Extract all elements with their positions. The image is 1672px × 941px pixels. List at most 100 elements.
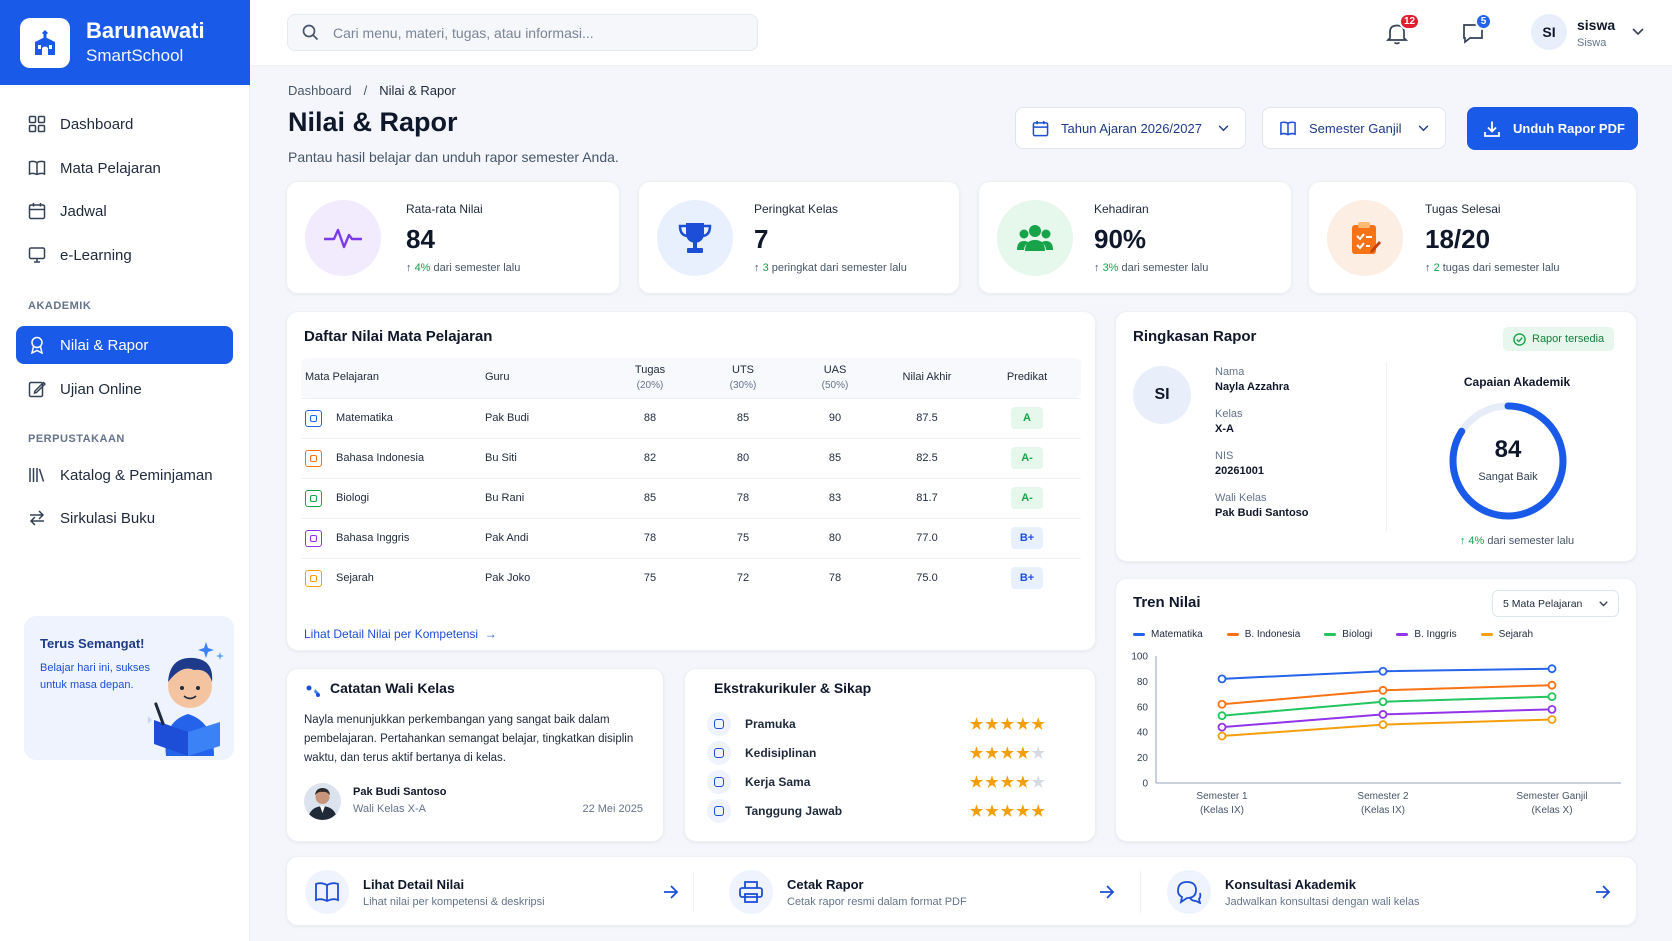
predikat-badge: A	[1011, 407, 1043, 429]
score-tugas: 75	[603, 557, 697, 598]
legend-item: Sejarah	[1480, 629, 1533, 640]
subject-name: Sejarah	[336, 572, 374, 585]
data-point	[1547, 692, 1557, 702]
semester-select[interactable]: Semester Ganjil	[1262, 107, 1446, 149]
stat-change: 3%	[1102, 262, 1119, 274]
subject-icon	[305, 449, 322, 467]
note-text: Nayla menunjukkan perkembangan yang sang…	[304, 714, 634, 764]
data-point	[1378, 697, 1388, 707]
trophy-icon	[657, 200, 733, 276]
th-final: Nilai Akhir	[902, 371, 952, 384]
calendar-icon	[1032, 120, 1049, 136]
action-title: Lihat Detail Nilai	[363, 876, 465, 892]
team-icon	[707, 770, 731, 794]
note-card: Catatan Wali Kelas Nayla menunjukkan per…	[286, 668, 664, 842]
quick-actions-bar: Lihat Detail Nilai Lihat nilai per kompet…	[286, 856, 1637, 926]
download-icon	[1484, 121, 1500, 137]
chevron-down-icon	[1418, 124, 1429, 131]
year-select[interactable]: Tahun Ajaran 2026/2027	[1015, 107, 1246, 149]
student-illustration-icon	[148, 642, 224, 756]
note-date: 22 Mei 2025	[582, 803, 643, 815]
award-icon	[30, 336, 44, 354]
action-cetak-rapor[interactable]: Cetak Rapor Cetak rapor resmi dalam forma…	[729, 857, 1149, 927]
user-avatar[interactable]: SI	[1531, 14, 1567, 50]
stat-note: ↑ 4% dari semester lalu	[406, 262, 521, 274]
subject-name: Bahasa Inggris	[336, 532, 410, 544]
semester-select-label: Semester Ganjil	[1309, 120, 1402, 136]
data-point	[1217, 731, 1227, 741]
sidebar-item-ujian-online[interactable]: Ujian Online	[16, 370, 233, 408]
brand-sub: SmartSchool	[86, 45, 184, 65]
book-icon	[1280, 120, 1296, 135]
teacher-name: Pak Joko	[485, 557, 603, 598]
check-badge-icon	[707, 799, 731, 823]
stat-note: ↑ 3 peringkat dari semester lalu	[754, 262, 907, 274]
wali-label: Wali Kelas	[1215, 492, 1267, 504]
teacher-name: Pak Andi	[485, 517, 603, 558]
action-lihat-detail[interactable]: Lihat Detail Nilai Lihat nilai per kompet…	[305, 857, 945, 927]
sidebar-item-sirkulasi[interactable]: Sirkulasi Buku	[16, 499, 233, 537]
sidebar-item-e-learning[interactable]: e-Learning	[16, 236, 233, 274]
breadcrumb: Dashboard / Nilai & Rapor	[288, 83, 456, 98]
calendar-icon	[28, 203, 46, 220]
stat-note-text: dari semester lalu	[1121, 262, 1209, 274]
shield-icon	[707, 741, 731, 765]
promo-title: Terus Semangat!	[40, 636, 145, 651]
name-label: Nama	[1215, 366, 1245, 378]
user-name[interactable]: siswa	[1577, 17, 1616, 33]
sidebar-item-nilai-rapor[interactable]: Nilai & Rapor	[16, 326, 233, 364]
score-final: 77.0	[881, 517, 973, 558]
y-tick-label: 100	[1131, 652, 1148, 663]
notification-button[interactable]	[1382, 18, 1412, 48]
grades-detail-link[interactable]: Lihat Detail Nilai per Kompetensi →	[304, 627, 497, 641]
brand-header[interactable]: Barunawati SmartSchool	[0, 0, 250, 85]
data-point	[1378, 710, 1388, 719]
note-author: Pak Budi Santoso	[353, 786, 447, 798]
edit-icon	[28, 381, 46, 398]
sidebar-item-dashboard[interactable]: Dashboard	[16, 105, 233, 143]
sidebar-item-katalog[interactable]: Katalog & Peminjaman	[16, 456, 233, 494]
breadcrumb-dashboard[interactable]: Dashboard	[288, 83, 352, 98]
sidebar-item-mata-pelajaran[interactable]: Mata Pelajaran	[16, 149, 233, 187]
stat-note: ↑ 3% dari semester lalu	[1094, 262, 1209, 274]
badge-label: Rapor tersedia	[1532, 333, 1605, 345]
th-uas: UAS (50%)	[821, 363, 849, 391]
score-tugas: 88	[603, 397, 697, 438]
teacher-name: Bu Siti	[485, 437, 603, 478]
rating-stars: ★★★★★	[969, 716, 1047, 733]
sidebar-item-label: e-Learning	[60, 246, 132, 264]
section-perpustakaan: PERPUSTAKAAN	[28, 433, 125, 445]
check-circle-icon	[1513, 332, 1526, 346]
extra-title: Ekstrakurikuler & Sikap	[714, 680, 872, 696]
achievement-ring	[1449, 402, 1567, 520]
stat-change: 3	[762, 262, 769, 274]
table-row: Bahasa Inggris Pak Andi 78 75 80 77.0 B+	[301, 517, 1081, 558]
action-desc: Lihat nilai per kompetensi & deskripsi	[363, 895, 545, 908]
promo-card: Terus Semangat! Belajar hari ini, sukses…	[24, 616, 234, 760]
stat-card-peringkat: Peringkat Kelas 7 ↑ 3 peringkat dari sem…	[638, 181, 960, 294]
search-bar[interactable]	[287, 14, 758, 51]
score-uas: 78	[789, 557, 881, 598]
sidebar-item-jadwal[interactable]: Jadwal	[16, 192, 233, 230]
predikat-badge: A-	[1011, 487, 1043, 509]
trend-title: Tren Nilai	[1133, 594, 1201, 611]
trend-filter-select[interactable]: 5 Mata Pelajaran	[1492, 590, 1619, 617]
x-tick-label: Semester 2	[1357, 791, 1409, 802]
download-rapor-button[interactable]: Unduh Rapor PDF	[1467, 107, 1638, 150]
teacher-name: Pak Budi	[485, 397, 603, 438]
legend-item: B. Inggris	[1396, 629, 1457, 640]
action-konsultasi[interactable]: Konsultasi Akademik Jadwalkan konsultasi …	[1167, 857, 1617, 927]
th-teacher: Guru	[485, 371, 510, 384]
subject-icon	[305, 529, 322, 547]
action-desc: Cetak rapor resmi dalam format PDF	[787, 895, 967, 908]
extra-label: Kedisiplinan	[745, 746, 817, 760]
student-name: Nayla Azzahra	[1215, 381, 1290, 393]
search-input[interactable]	[333, 24, 733, 41]
predikat-badge: A-	[1011, 447, 1043, 469]
series-line	[1221, 718, 1553, 738]
stat-value: 7	[754, 224, 769, 254]
trend-card: Tren Nilai 5 Mata Pelajaran Matematika B.…	[1115, 578, 1637, 842]
chevron-down-icon[interactable]	[1632, 28, 1644, 36]
breadcrumb-separator: /	[363, 83, 368, 98]
extra-item: Kerja Sama ★★★★★	[707, 767, 1047, 797]
